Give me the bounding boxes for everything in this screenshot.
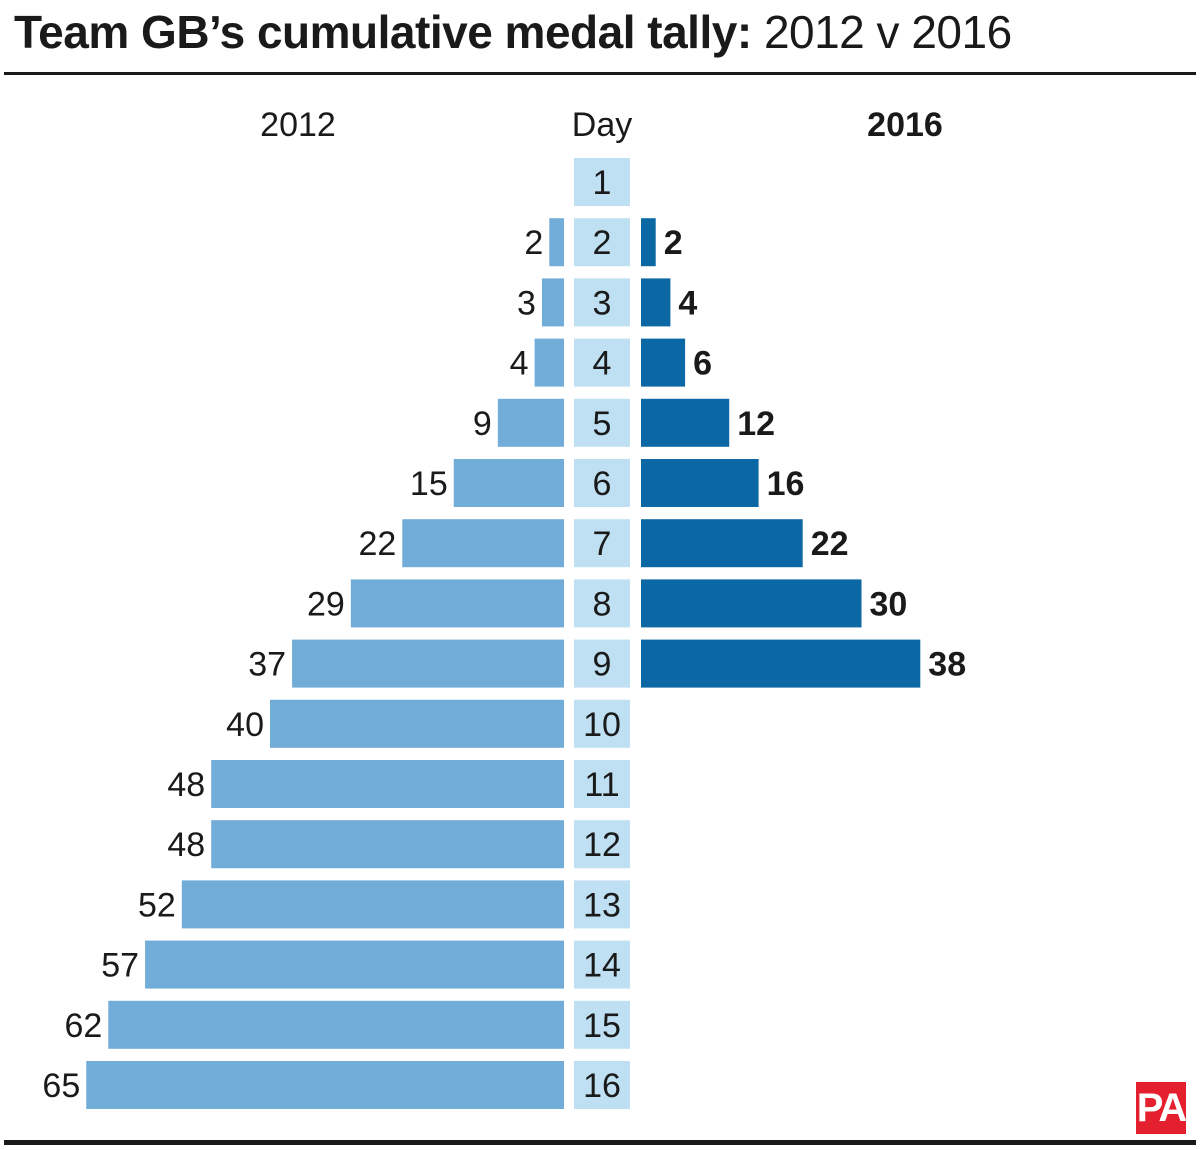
label-2016-day-8: 30: [870, 585, 908, 623]
header-day: Day: [572, 106, 632, 144]
day-label-2: 2: [593, 224, 612, 262]
label-2012-day-2: 2: [524, 224, 543, 262]
day-label-15: 15: [583, 1007, 621, 1045]
label-2012-day-14: 57: [101, 947, 139, 985]
bar-2012-day-2: [549, 218, 564, 267]
bar-2012-day-9: [292, 639, 564, 688]
day-label-7: 7: [593, 525, 612, 563]
day-cell-1: [574, 158, 630, 206]
label-2012-day-13: 52: [138, 886, 176, 924]
label-2012-day-5: 9: [473, 405, 492, 443]
bar-2016-day-5: [641, 398, 730, 447]
day-cell-7: [574, 519, 630, 568]
bar-2012-day-11: [211, 760, 564, 808]
label-2012-day-3: 3: [517, 284, 536, 322]
label-2012-day-4: 4: [510, 345, 529, 383]
day-label-11: 11: [584, 766, 619, 804]
label-2012-day-7: 22: [358, 525, 396, 563]
day-label-8: 8: [593, 585, 612, 623]
bar-2012-day-4: [534, 338, 564, 387]
bar-2012-day-13: [181, 880, 565, 929]
bar-2016-day-7: [641, 519, 803, 568]
label-2012-day-9: 37: [248, 646, 286, 684]
day-cell-13: [574, 880, 630, 929]
day-label-16: 16: [583, 1067, 621, 1105]
bar-2012-day-14: [145, 940, 565, 989]
bar-2012-day-8: [350, 579, 564, 628]
day-cell-9: [574, 639, 630, 688]
day-cell-15: [574, 1000, 630, 1049]
bar-2012-day-15: [108, 1000, 565, 1049]
label-2012-day-8: 29: [307, 585, 345, 623]
title-divider: [4, 72, 1196, 75]
day-label-10: 10: [583, 706, 621, 744]
bar-2012-day-6: [453, 459, 564, 507]
bar-2012-day-5: [497, 398, 564, 447]
label-2016-day-2: 2: [664, 224, 683, 262]
day-label-5: 5: [593, 405, 612, 443]
chart-title: Team GB’s cumulative medal tally: 2012 v…: [14, 4, 1012, 60]
chart-title-light: 2012 v 2016: [763, 6, 1012, 58]
label-2012-day-16: 65: [42, 1067, 80, 1105]
bar-2012-day-12: [211, 820, 564, 869]
chart-title-bold: Team GB’s cumulative medal tally:: [14, 6, 752, 58]
bar-2012-day-10: [270, 699, 564, 748]
day-label-9: 9: [593, 646, 612, 684]
day-label-3: 3: [593, 284, 612, 322]
day-label-6: 6: [593, 465, 612, 503]
bottom-rule: [4, 1140, 1196, 1145]
day-label-13: 13: [583, 886, 621, 924]
day-cell-6: [574, 459, 630, 507]
label-2016-day-5: 12: [737, 405, 775, 443]
day-label-1: 1: [593, 164, 612, 202]
label-2016-day-3: 4: [678, 284, 697, 322]
bar-2016-day-8: [641, 579, 862, 628]
label-2016-day-4: 6: [693, 345, 712, 383]
label-2012-day-6: 15: [410, 465, 448, 503]
pa-logo: PA: [1136, 1082, 1187, 1134]
day-cell-2: [574, 218, 630, 267]
bar-2016-day-2: [641, 218, 656, 267]
label-2012-day-15: 62: [64, 1007, 102, 1045]
bar-2012-day-7: [402, 519, 564, 568]
bar-2016-day-9: [641, 639, 921, 688]
day-label-12: 12: [583, 826, 621, 864]
day-cell-12: [574, 820, 630, 869]
day-label-14: 14: [583, 947, 621, 985]
day-cell-3: [574, 278, 630, 327]
bar-2016-day-3: [641, 278, 671, 327]
label-2016-day-6: 16: [767, 465, 805, 503]
day-cell-4: [574, 338, 630, 387]
label-2016-day-9: 38: [928, 646, 966, 684]
bar-2016-day-4: [641, 338, 686, 387]
label-2012-day-10: 40: [226, 706, 264, 744]
day-cell-10: [574, 699, 630, 748]
day-cell-14: [574, 940, 630, 989]
bar-2012-day-3: [541, 278, 564, 327]
day-cell-11: [574, 760, 630, 808]
day-label-4: 4: [593, 345, 612, 383]
day-cell-5: [574, 398, 630, 447]
label-2016-day-7: 22: [811, 525, 849, 563]
header-2012: 2012: [260, 106, 336, 144]
label-2012-day-12: 48: [167, 826, 205, 864]
header-2016: 2016: [867, 106, 943, 144]
bar-2016-day-6: [641, 459, 759, 507]
day-cell-8: [574, 579, 630, 628]
label-2012-day-11: 48: [167, 766, 205, 804]
bar-2012-day-16: [86, 1061, 564, 1109]
day-cell-16: [574, 1061, 630, 1109]
